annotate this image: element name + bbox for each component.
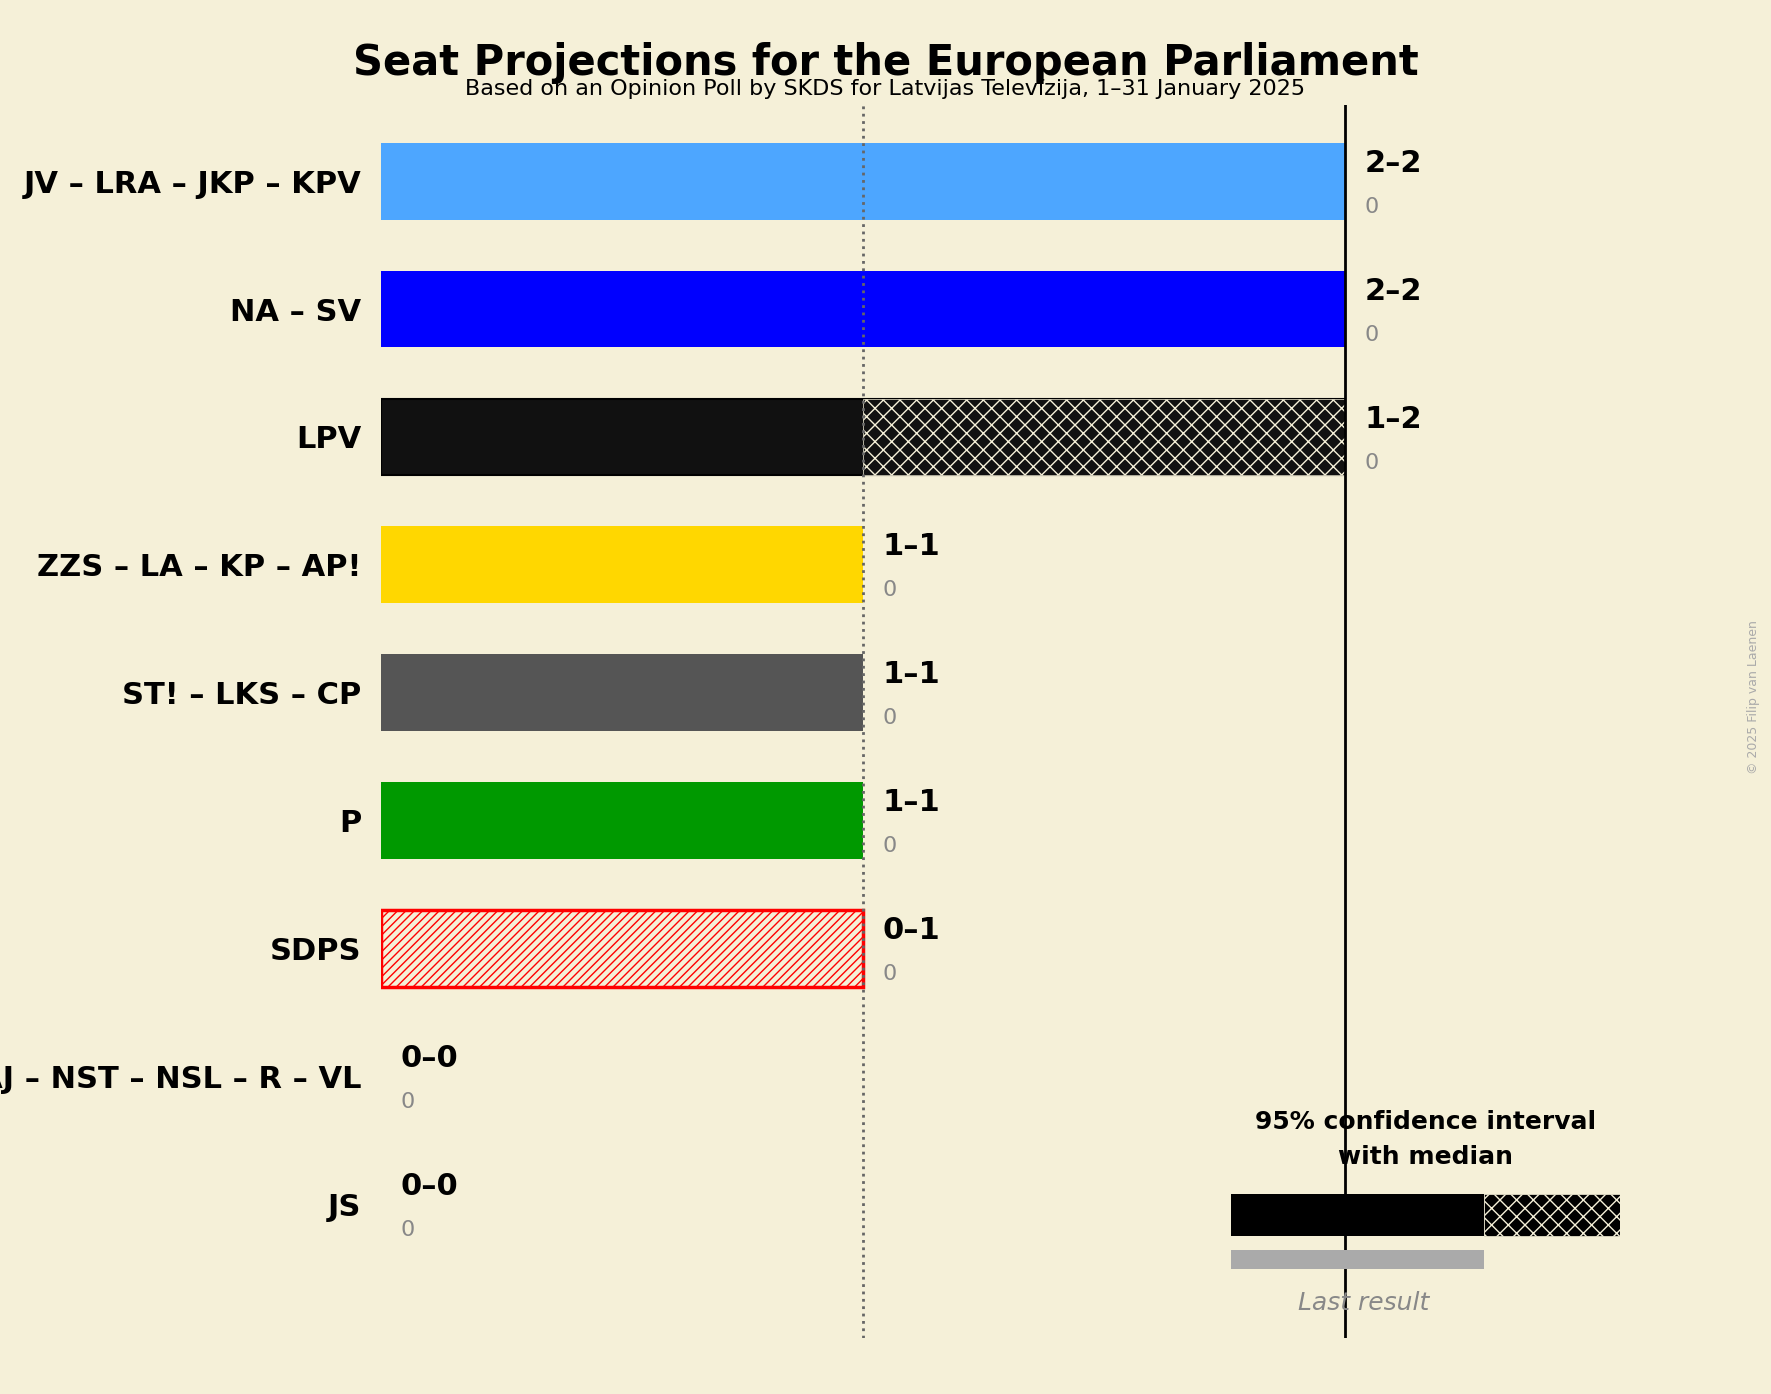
Text: Last result: Last result [1298, 1291, 1429, 1316]
Text: 0: 0 [882, 963, 896, 984]
Text: 1–1: 1–1 [882, 788, 940, 817]
Text: 2–2: 2–2 [1365, 276, 1422, 305]
Text: Seat Projections for the European Parliament: Seat Projections for the European Parlia… [352, 42, 1419, 84]
Text: 0–1: 0–1 [882, 916, 940, 945]
Bar [862, 399, 1346, 475]
Bar [381, 782, 862, 859]
Text: 0: 0 [1365, 325, 1380, 344]
Bar [381, 399, 1346, 475]
Bar [381, 270, 1346, 347]
Text: 0–0: 0–0 [400, 1171, 459, 1200]
Bar [381, 654, 862, 730]
Text: 1–1: 1–1 [882, 533, 940, 562]
Text: 1–2: 1–2 [1365, 404, 1422, 434]
Bar [381, 144, 1346, 220]
Text: Based on an Opinion Poll by SKDS for Latvijas Televīzija, 1–31 January 2025: Based on an Opinion Poll by SKDS for Lat… [466, 79, 1305, 99]
Text: 0: 0 [882, 836, 896, 856]
Bar [1231, 1250, 1484, 1269]
Text: 0: 0 [400, 1092, 414, 1112]
Text: 0: 0 [400, 1220, 414, 1239]
Bar [1484, 1193, 1620, 1236]
Bar [381, 910, 862, 987]
Text: © 2025 Filip van Laenen: © 2025 Filip van Laenen [1746, 620, 1760, 774]
Text: 0–0: 0–0 [400, 1044, 459, 1073]
Text: 0: 0 [1365, 453, 1380, 473]
Text: 0: 0 [882, 708, 896, 728]
Text: 2–2: 2–2 [1365, 149, 1422, 178]
Text: 0: 0 [882, 580, 896, 601]
Text: 0: 0 [1365, 197, 1380, 217]
Text: with median: with median [1339, 1144, 1512, 1170]
Bar [1231, 1193, 1484, 1236]
Bar [381, 527, 862, 604]
Text: 95% confidence interval: 95% confidence interval [1256, 1110, 1596, 1135]
Text: 1–1: 1–1 [882, 661, 940, 689]
